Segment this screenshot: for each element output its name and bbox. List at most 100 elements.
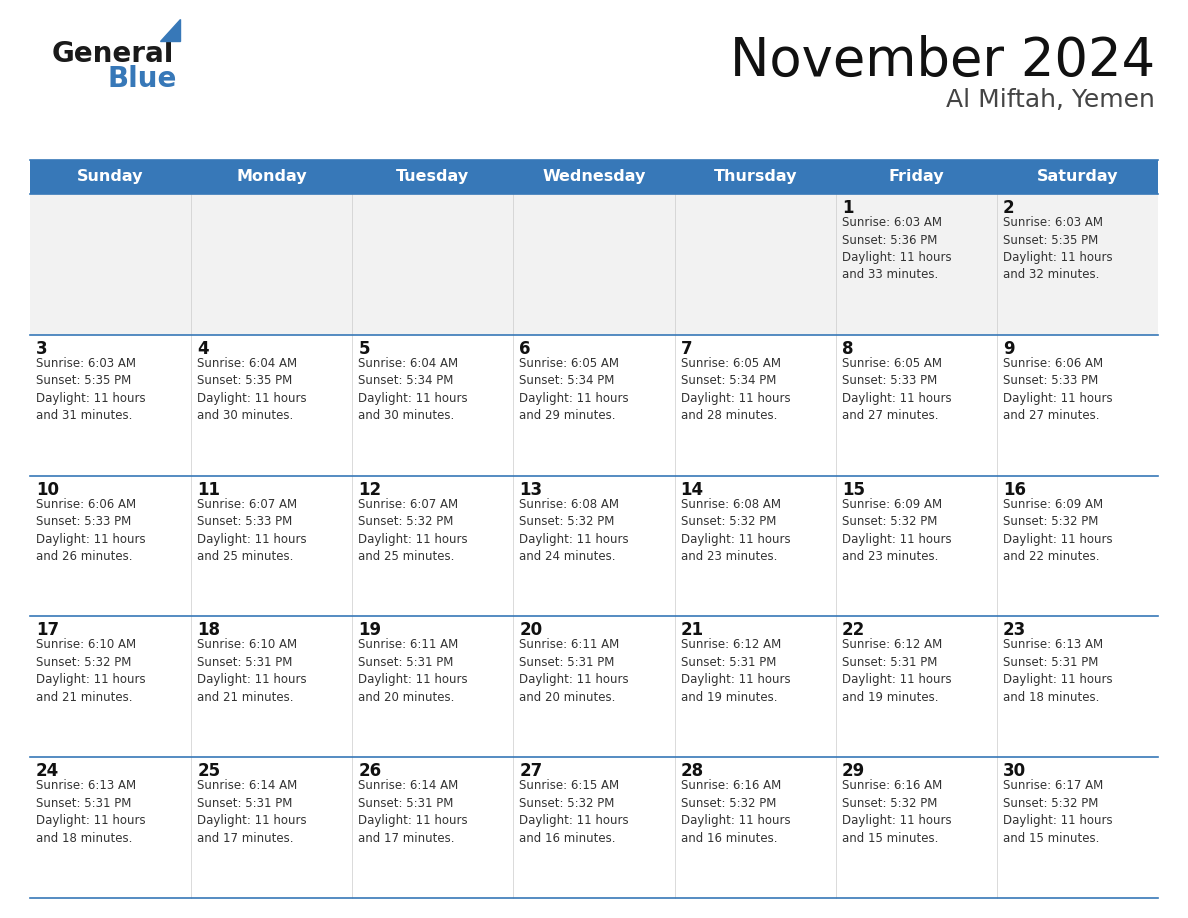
- Text: 27: 27: [519, 762, 543, 780]
- Bar: [513, 160, 675, 194]
- Bar: [835, 757, 997, 898]
- Bar: [513, 757, 675, 898]
- Bar: [353, 194, 513, 335]
- Text: 7: 7: [681, 340, 693, 358]
- Bar: [513, 476, 675, 616]
- Bar: [675, 757, 835, 898]
- Text: 12: 12: [359, 481, 381, 498]
- Bar: [997, 616, 1158, 757]
- Bar: [997, 194, 1158, 335]
- Text: Sunrise: 6:05 AM
Sunset: 5:34 PM
Daylight: 11 hours
and 29 minutes.: Sunrise: 6:05 AM Sunset: 5:34 PM Dayligh…: [519, 357, 630, 422]
- Bar: [835, 194, 997, 335]
- Text: Sunrise: 6:07 AM
Sunset: 5:33 PM
Daylight: 11 hours
and 25 minutes.: Sunrise: 6:07 AM Sunset: 5:33 PM Dayligh…: [197, 498, 307, 563]
- Text: Sunrise: 6:06 AM
Sunset: 5:33 PM
Daylight: 11 hours
and 27 minutes.: Sunrise: 6:06 AM Sunset: 5:33 PM Dayligh…: [1003, 357, 1112, 422]
- Text: 13: 13: [519, 481, 543, 498]
- Text: 11: 11: [197, 481, 220, 498]
- Bar: [353, 335, 513, 476]
- Bar: [513, 194, 675, 335]
- Text: Sunrise: 6:13 AM
Sunset: 5:31 PM
Daylight: 11 hours
and 18 minutes.: Sunrise: 6:13 AM Sunset: 5:31 PM Dayligh…: [1003, 638, 1112, 704]
- Bar: [675, 616, 835, 757]
- Text: Sunrise: 6:11 AM
Sunset: 5:31 PM
Daylight: 11 hours
and 20 minutes.: Sunrise: 6:11 AM Sunset: 5:31 PM Dayligh…: [359, 638, 468, 704]
- Bar: [30, 160, 191, 194]
- Bar: [30, 476, 191, 616]
- Bar: [997, 335, 1158, 476]
- Text: Sunrise: 6:16 AM
Sunset: 5:32 PM
Daylight: 11 hours
and 16 minutes.: Sunrise: 6:16 AM Sunset: 5:32 PM Dayligh…: [681, 779, 790, 845]
- Text: Sunrise: 6:11 AM
Sunset: 5:31 PM
Daylight: 11 hours
and 20 minutes.: Sunrise: 6:11 AM Sunset: 5:31 PM Dayligh…: [519, 638, 630, 704]
- Text: 10: 10: [36, 481, 59, 498]
- Bar: [191, 335, 353, 476]
- Bar: [513, 616, 675, 757]
- Text: Sunrise: 6:05 AM
Sunset: 5:33 PM
Daylight: 11 hours
and 27 minutes.: Sunrise: 6:05 AM Sunset: 5:33 PM Dayligh…: [842, 357, 952, 422]
- Text: Sunrise: 6:12 AM
Sunset: 5:31 PM
Daylight: 11 hours
and 19 minutes.: Sunrise: 6:12 AM Sunset: 5:31 PM Dayligh…: [681, 638, 790, 704]
- Text: Monday: Monday: [236, 170, 307, 185]
- Bar: [835, 335, 997, 476]
- Text: 1: 1: [842, 199, 853, 217]
- Text: Sunrise: 6:13 AM
Sunset: 5:31 PM
Daylight: 11 hours
and 18 minutes.: Sunrise: 6:13 AM Sunset: 5:31 PM Dayligh…: [36, 779, 146, 845]
- Text: 3: 3: [36, 340, 48, 358]
- Bar: [675, 160, 835, 194]
- Text: 6: 6: [519, 340, 531, 358]
- Text: Sunrise: 6:05 AM
Sunset: 5:34 PM
Daylight: 11 hours
and 28 minutes.: Sunrise: 6:05 AM Sunset: 5:34 PM Dayligh…: [681, 357, 790, 422]
- Bar: [191, 616, 353, 757]
- Text: 4: 4: [197, 340, 209, 358]
- Text: 26: 26: [359, 762, 381, 780]
- Text: Sunrise: 6:10 AM
Sunset: 5:31 PM
Daylight: 11 hours
and 21 minutes.: Sunrise: 6:10 AM Sunset: 5:31 PM Dayligh…: [197, 638, 307, 704]
- Text: 2: 2: [1003, 199, 1015, 217]
- Bar: [997, 757, 1158, 898]
- Text: November 2024: November 2024: [729, 35, 1155, 87]
- Text: Sunrise: 6:16 AM
Sunset: 5:32 PM
Daylight: 11 hours
and 15 minutes.: Sunrise: 6:16 AM Sunset: 5:32 PM Dayligh…: [842, 779, 952, 845]
- Text: 24: 24: [36, 762, 59, 780]
- Text: Sunrise: 6:09 AM
Sunset: 5:32 PM
Daylight: 11 hours
and 23 minutes.: Sunrise: 6:09 AM Sunset: 5:32 PM Dayligh…: [842, 498, 952, 563]
- Text: 25: 25: [197, 762, 220, 780]
- Text: Sunrise: 6:08 AM
Sunset: 5:32 PM
Daylight: 11 hours
and 23 minutes.: Sunrise: 6:08 AM Sunset: 5:32 PM Dayligh…: [681, 498, 790, 563]
- Text: Saturday: Saturday: [1037, 170, 1118, 185]
- Bar: [191, 194, 353, 335]
- Text: Sunday: Sunday: [77, 170, 144, 185]
- Text: Sunrise: 6:14 AM
Sunset: 5:31 PM
Daylight: 11 hours
and 17 minutes.: Sunrise: 6:14 AM Sunset: 5:31 PM Dayligh…: [197, 779, 307, 845]
- Bar: [30, 194, 191, 335]
- Bar: [675, 476, 835, 616]
- Bar: [30, 335, 191, 476]
- Text: Sunrise: 6:10 AM
Sunset: 5:32 PM
Daylight: 11 hours
and 21 minutes.: Sunrise: 6:10 AM Sunset: 5:32 PM Dayligh…: [36, 638, 146, 704]
- Text: Sunrise: 6:06 AM
Sunset: 5:33 PM
Daylight: 11 hours
and 26 minutes.: Sunrise: 6:06 AM Sunset: 5:33 PM Dayligh…: [36, 498, 146, 563]
- Text: 29: 29: [842, 762, 865, 780]
- Text: Sunrise: 6:04 AM
Sunset: 5:35 PM
Daylight: 11 hours
and 30 minutes.: Sunrise: 6:04 AM Sunset: 5:35 PM Dayligh…: [197, 357, 307, 422]
- Text: Sunrise: 6:08 AM
Sunset: 5:32 PM
Daylight: 11 hours
and 24 minutes.: Sunrise: 6:08 AM Sunset: 5:32 PM Dayligh…: [519, 498, 630, 563]
- Text: 18: 18: [197, 621, 220, 640]
- Bar: [191, 476, 353, 616]
- Text: General: General: [52, 40, 175, 68]
- Bar: [30, 616, 191, 757]
- Text: Sunrise: 6:03 AM
Sunset: 5:35 PM
Daylight: 11 hours
and 31 minutes.: Sunrise: 6:03 AM Sunset: 5:35 PM Dayligh…: [36, 357, 146, 422]
- Bar: [835, 476, 997, 616]
- Text: Wednesday: Wednesday: [542, 170, 646, 185]
- Text: Sunrise: 6:07 AM
Sunset: 5:32 PM
Daylight: 11 hours
and 25 minutes.: Sunrise: 6:07 AM Sunset: 5:32 PM Dayligh…: [359, 498, 468, 563]
- Bar: [835, 160, 997, 194]
- Text: Friday: Friday: [889, 170, 944, 185]
- Text: 23: 23: [1003, 621, 1026, 640]
- Text: Blue: Blue: [107, 65, 176, 93]
- Bar: [997, 476, 1158, 616]
- Text: 15: 15: [842, 481, 865, 498]
- Text: 22: 22: [842, 621, 865, 640]
- Bar: [353, 616, 513, 757]
- Text: 17: 17: [36, 621, 59, 640]
- Bar: [997, 160, 1158, 194]
- Text: 8: 8: [842, 340, 853, 358]
- Text: 14: 14: [681, 481, 703, 498]
- Polygon shape: [160, 19, 181, 41]
- Text: Tuesday: Tuesday: [397, 170, 469, 185]
- Bar: [191, 757, 353, 898]
- Text: 21: 21: [681, 621, 703, 640]
- Text: 20: 20: [519, 621, 543, 640]
- Text: Sunrise: 6:15 AM
Sunset: 5:32 PM
Daylight: 11 hours
and 16 minutes.: Sunrise: 6:15 AM Sunset: 5:32 PM Dayligh…: [519, 779, 630, 845]
- Text: Sunrise: 6:14 AM
Sunset: 5:31 PM
Daylight: 11 hours
and 17 minutes.: Sunrise: 6:14 AM Sunset: 5:31 PM Dayligh…: [359, 779, 468, 845]
- Text: 28: 28: [681, 762, 703, 780]
- Text: Thursday: Thursday: [713, 170, 797, 185]
- Bar: [675, 194, 835, 335]
- Text: 9: 9: [1003, 340, 1015, 358]
- Bar: [353, 476, 513, 616]
- Text: Sunrise: 6:09 AM
Sunset: 5:32 PM
Daylight: 11 hours
and 22 minutes.: Sunrise: 6:09 AM Sunset: 5:32 PM Dayligh…: [1003, 498, 1112, 563]
- Bar: [30, 757, 191, 898]
- Text: 19: 19: [359, 621, 381, 640]
- Text: Sunrise: 6:17 AM
Sunset: 5:32 PM
Daylight: 11 hours
and 15 minutes.: Sunrise: 6:17 AM Sunset: 5:32 PM Dayligh…: [1003, 779, 1112, 845]
